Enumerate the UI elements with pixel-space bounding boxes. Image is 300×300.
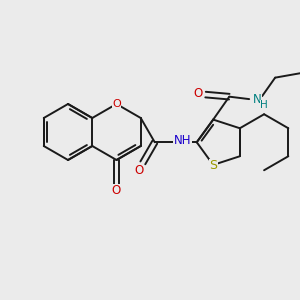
Text: H: H — [260, 100, 268, 110]
Text: NH: NH — [174, 134, 191, 147]
Text: O: O — [112, 99, 121, 109]
Text: N: N — [253, 93, 262, 106]
Text: S: S — [209, 159, 217, 172]
Text: O: O — [193, 87, 203, 101]
Text: O: O — [134, 164, 143, 177]
Text: O: O — [112, 184, 121, 197]
